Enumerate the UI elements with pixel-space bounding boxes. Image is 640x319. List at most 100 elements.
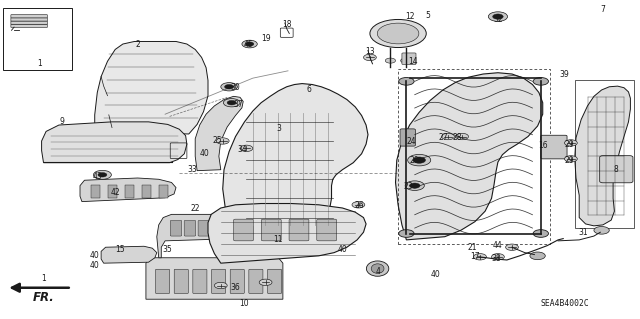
Text: 19: 19	[260, 34, 271, 43]
Circle shape	[474, 254, 486, 260]
Circle shape	[221, 83, 237, 91]
Circle shape	[227, 100, 236, 105]
Circle shape	[225, 85, 234, 89]
Text: 6: 6	[307, 85, 312, 94]
Text: 31: 31	[579, 228, 589, 237]
Text: 22: 22	[191, 204, 200, 213]
Bar	[91, 185, 100, 198]
Polygon shape	[42, 122, 187, 163]
FancyBboxPatch shape	[600, 156, 633, 183]
Text: 3: 3	[276, 124, 281, 133]
Circle shape	[530, 252, 545, 260]
Text: 38: 38	[491, 254, 501, 263]
Polygon shape	[101, 246, 157, 263]
Text: 40: 40	[90, 251, 100, 260]
Text: 33: 33	[187, 165, 197, 174]
Polygon shape	[396, 73, 543, 240]
Text: 9: 9	[60, 117, 65, 126]
Circle shape	[442, 133, 454, 140]
FancyBboxPatch shape	[211, 269, 226, 293]
Text: 23: 23	[403, 182, 413, 191]
Text: 4: 4	[375, 267, 380, 276]
Circle shape	[259, 279, 272, 286]
FancyBboxPatch shape	[268, 269, 282, 293]
FancyBboxPatch shape	[249, 269, 263, 293]
Polygon shape	[80, 178, 176, 202]
Text: 40: 40	[90, 261, 100, 270]
Text: 27: 27	[438, 133, 448, 142]
Text: 45: 45	[243, 40, 253, 48]
Text: 7: 7	[600, 5, 605, 14]
Circle shape	[352, 202, 365, 208]
Text: 10: 10	[239, 299, 250, 308]
Text: 11: 11	[274, 235, 283, 244]
Circle shape	[456, 133, 468, 140]
Text: 28: 28	[453, 133, 462, 142]
Ellipse shape	[366, 261, 388, 276]
FancyBboxPatch shape	[193, 269, 207, 293]
Ellipse shape	[371, 264, 384, 273]
Circle shape	[493, 14, 503, 19]
Text: 34: 34	[237, 145, 247, 154]
Text: 25: 25	[212, 137, 223, 145]
Circle shape	[488, 12, 508, 21]
Circle shape	[410, 183, 420, 188]
FancyBboxPatch shape	[170, 220, 182, 236]
Text: FR.: FR.	[33, 291, 54, 304]
FancyBboxPatch shape	[11, 18, 47, 21]
Circle shape	[492, 254, 504, 260]
Polygon shape	[575, 86, 630, 226]
Text: 8: 8	[613, 165, 618, 174]
Ellipse shape	[378, 23, 419, 44]
Ellipse shape	[370, 19, 426, 48]
Circle shape	[364, 54, 376, 61]
Text: 44: 44	[493, 241, 503, 250]
Text: 13: 13	[365, 47, 375, 56]
Text: 42: 42	[110, 188, 120, 197]
Text: 5: 5	[425, 11, 430, 20]
Text: 20: 20	[410, 156, 420, 165]
Text: 36: 36	[230, 283, 241, 292]
FancyBboxPatch shape	[226, 220, 237, 236]
Text: 43: 43	[92, 172, 102, 181]
Circle shape	[98, 173, 107, 177]
Bar	[3, 8, 72, 70]
Circle shape	[506, 244, 518, 250]
Circle shape	[533, 230, 548, 237]
FancyBboxPatch shape	[198, 220, 210, 236]
Text: 40: 40	[200, 149, 210, 158]
FancyBboxPatch shape	[212, 220, 223, 236]
Text: 37: 37	[233, 100, 243, 109]
FancyBboxPatch shape	[156, 269, 170, 293]
Bar	[108, 185, 118, 198]
Text: 15: 15	[115, 245, 125, 254]
Polygon shape	[223, 84, 368, 237]
Text: 12: 12	[405, 12, 414, 21]
FancyBboxPatch shape	[261, 219, 281, 241]
FancyBboxPatch shape	[402, 53, 416, 64]
Bar	[575, 80, 634, 228]
Bar	[398, 69, 550, 244]
Text: 14: 14	[408, 57, 418, 66]
Text: 29: 29	[564, 140, 575, 149]
Circle shape	[533, 78, 548, 85]
Circle shape	[399, 78, 414, 85]
Text: 26: 26	[355, 201, 365, 210]
FancyBboxPatch shape	[11, 15, 47, 18]
FancyBboxPatch shape	[11, 21, 47, 24]
Circle shape	[385, 58, 396, 63]
Circle shape	[413, 157, 426, 163]
Circle shape	[240, 145, 253, 152]
Circle shape	[216, 138, 229, 144]
Polygon shape	[195, 96, 243, 171]
Circle shape	[399, 230, 414, 237]
FancyBboxPatch shape	[400, 129, 415, 146]
FancyBboxPatch shape	[289, 219, 309, 241]
Text: 39: 39	[559, 70, 570, 78]
FancyBboxPatch shape	[184, 220, 196, 236]
Circle shape	[564, 156, 577, 162]
Circle shape	[242, 40, 257, 48]
Circle shape	[93, 170, 111, 179]
Circle shape	[401, 58, 411, 63]
Text: 24: 24	[406, 137, 416, 146]
